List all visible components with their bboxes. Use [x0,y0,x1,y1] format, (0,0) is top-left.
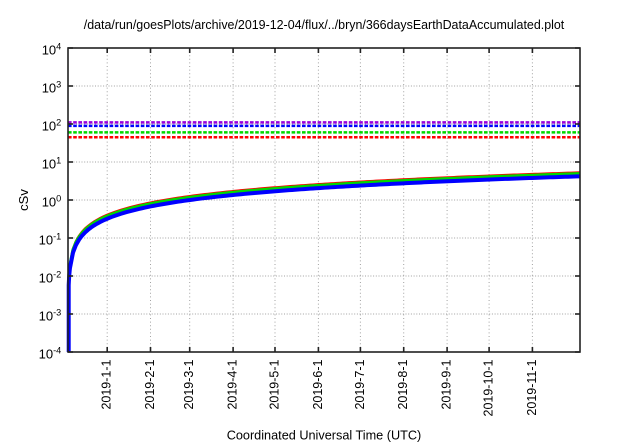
svg-text:/data/run/goesPlots/archive/20: /data/run/goesPlots/archive/2019-12-04/f… [84,18,565,32]
svg-text:Coordinated Universal Time (UT: Coordinated Universal Time (UTC) [227,429,422,443]
svg-text:2019-6-1: 2019-6-1 [311,359,325,409]
svg-text:2019-11-1: 2019-11-1 [525,359,539,415]
svg-text:2019-8-1: 2019-8-1 [396,359,410,409]
svg-text:2019-9-1: 2019-9-1 [440,359,454,409]
svg-text:2019-1-1: 2019-1-1 [100,359,114,409]
svg-text:2019-7-1: 2019-7-1 [353,359,367,409]
svg-text:2019-3-1: 2019-3-1 [182,359,196,409]
svg-text:2019-4-1: 2019-4-1 [226,359,240,409]
svg-text:2019-5-1: 2019-5-1 [268,359,282,409]
svg-text:cSv: cSv [16,189,31,211]
svg-text:2019-10-1: 2019-10-1 [482,359,496,416]
svg-text:2019-2-1: 2019-2-1 [143,359,157,409]
